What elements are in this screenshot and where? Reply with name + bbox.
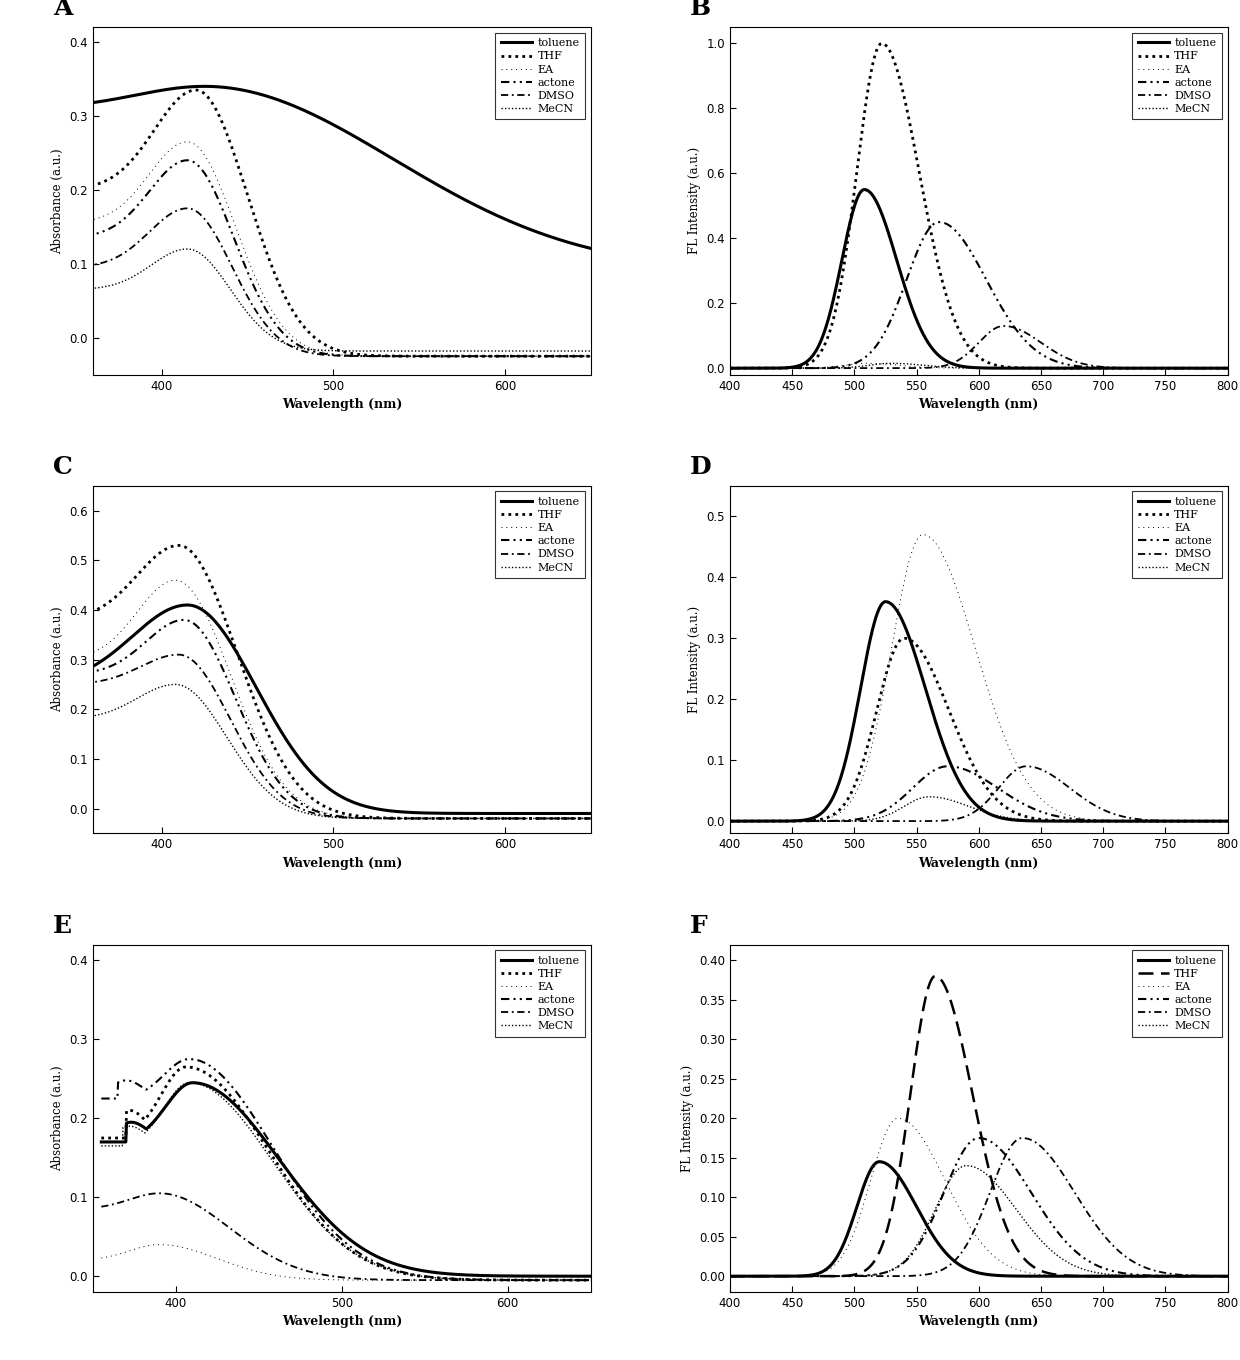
Y-axis label: Absorbance (a.u.): Absorbance (a.u.) [51,148,64,254]
Y-axis label: FL Intensity (a.u.): FL Intensity (a.u.) [688,607,701,713]
X-axis label: Wavelength (nm): Wavelength (nm) [919,1315,1039,1329]
Legend: toluene, THF, EA, actone, DMSO, MeCN: toluene, THF, EA, actone, DMSO, MeCN [1132,33,1223,120]
Legend: toluene, THF, EA, actone, DMSO, MeCN: toluene, THF, EA, actone, DMSO, MeCN [495,491,585,578]
X-axis label: Wavelength (nm): Wavelength (nm) [281,398,402,411]
Y-axis label: Absorbance (a.u.): Absorbance (a.u.) [51,607,64,713]
Legend: toluene, THF, EA, actone, DMSO, MeCN: toluene, THF, EA, actone, DMSO, MeCN [1132,951,1223,1036]
Text: B: B [691,0,712,20]
Text: E: E [53,914,72,937]
Y-axis label: FL Intensity (a.u.): FL Intensity (a.u.) [688,147,701,254]
Text: A: A [53,0,73,20]
X-axis label: Wavelength (nm): Wavelength (nm) [919,398,1039,411]
Legend: toluene, THF, EA, actone, DMSO, MeCN: toluene, THF, EA, actone, DMSO, MeCN [495,33,585,120]
X-axis label: Wavelength (nm): Wavelength (nm) [919,857,1039,870]
Legend: toluene, THF, EA, actone, DMSO, MeCN: toluene, THF, EA, actone, DMSO, MeCN [1132,491,1223,578]
X-axis label: Wavelength (nm): Wavelength (nm) [281,857,402,870]
Y-axis label: FL Intensity (a.u.): FL Intensity (a.u.) [681,1065,693,1172]
Y-axis label: Absorbance (a.u.): Absorbance (a.u.) [51,1065,64,1171]
Legend: toluene, THF, EA, actone, DMSO, MeCN: toluene, THF, EA, actone, DMSO, MeCN [495,951,585,1036]
X-axis label: Wavelength (nm): Wavelength (nm) [281,1315,402,1329]
Text: F: F [691,914,708,937]
Text: D: D [691,454,712,479]
Text: C: C [53,454,73,479]
